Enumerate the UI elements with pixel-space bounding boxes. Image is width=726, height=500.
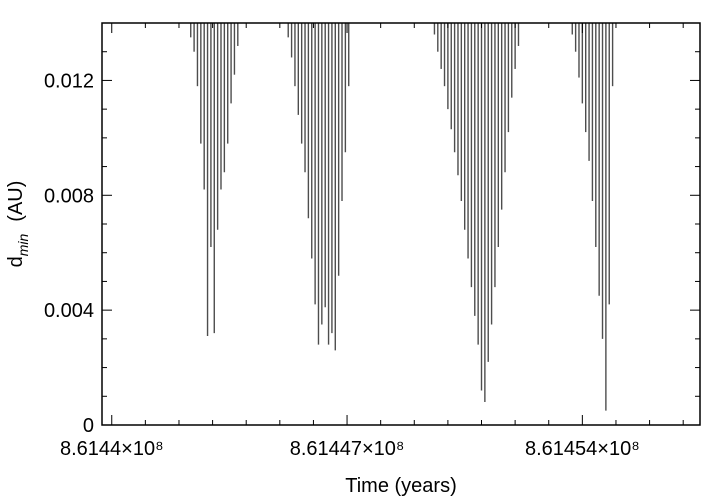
- y-axis-label-subscript: min: [15, 234, 31, 257]
- y-tick-label: 0.012: [44, 70, 94, 92]
- x-axis-label: Time (years): [345, 475, 456, 497]
- y-axis-label: dmin (AU): [5, 181, 31, 268]
- y-tick-label: 0.008: [44, 185, 94, 207]
- y-tick-labels: 0 0.004 0.008 0.012: [44, 70, 94, 437]
- x-tick-labels: 8.6144×10⁸ 8.61447×10⁸ 8.61454×10⁸: [60, 438, 640, 460]
- data-bars: [190, 23, 614, 411]
- y-tick-label: 0: [83, 415, 94, 437]
- plot-frame: [101, 22, 701, 426]
- y-axis-label-unit: (AU): [5, 181, 27, 222]
- x-tick-label: 8.61447×10⁸: [290, 438, 405, 460]
- y-axis-label-main: d: [5, 256, 27, 267]
- axis-ticks: [102, 22, 700, 426]
- x-tick-label: 8.6144×10⁸: [60, 438, 164, 460]
- y-tick-label: 0.004: [44, 300, 94, 322]
- x-tick-label: 8.61454×10⁸: [525, 438, 640, 460]
